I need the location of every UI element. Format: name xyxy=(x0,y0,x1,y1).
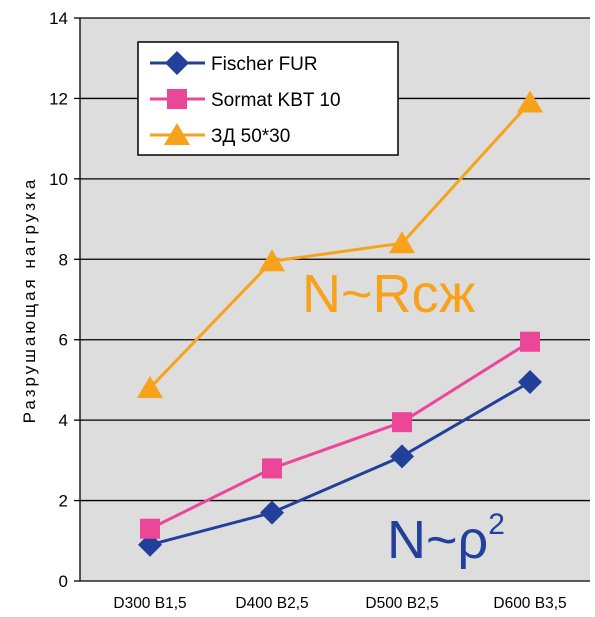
annotation-n-rho-superscript: 2 xyxy=(488,508,505,541)
series-0 xyxy=(138,369,542,557)
series-line-0 xyxy=(149,380,531,547)
data-point-1-1 xyxy=(262,458,282,479)
data-point-0-3 xyxy=(518,369,542,394)
series-line-2 xyxy=(148,101,532,390)
y-tick-label-14: 14 xyxy=(49,9,68,28)
data-point-1-2 xyxy=(392,412,412,433)
y-tick-label-0: 0 xyxy=(59,572,68,591)
y-tick-labels: 0 2 4 6 8 10 12 14 xyxy=(49,9,68,591)
y-tick-label-4: 4 xyxy=(59,411,68,430)
data-point-1-3 xyxy=(520,331,540,352)
y-tick-label-6: 6 xyxy=(59,331,68,350)
series-1 xyxy=(140,331,540,539)
x-tick-label-3: D600 B3,5 xyxy=(493,595,566,612)
x-tick-label-0: D300 B1,5 xyxy=(113,595,186,612)
data-point-2-0 xyxy=(137,375,163,398)
x-tick-labels: D300 B1,5 D400 B2,5 D500 B2,5 D600 B3,5 xyxy=(113,595,566,612)
y-tick-label-2: 2 xyxy=(59,492,68,511)
annotation-n-rho-main: N~ρ xyxy=(387,510,488,570)
legend: Fischer FUR Sormat KBT 10 ЗД 50*30 xyxy=(137,41,399,156)
series-layer xyxy=(137,90,543,557)
x-tick-label-1: D400 B2,5 xyxy=(235,595,308,612)
x-tick-label-2: D500 B2,5 xyxy=(365,595,438,612)
gridlines xyxy=(74,17,590,582)
data-point-0-2 xyxy=(390,444,414,469)
data-point-2-3 xyxy=(517,90,543,113)
legend-marker-0 xyxy=(165,51,189,75)
data-point-0-0 xyxy=(138,532,162,557)
y-axis-label: Разрушающая нагрузка xyxy=(20,177,39,424)
data-point-2-2 xyxy=(389,231,415,254)
y-tick-label-12: 12 xyxy=(49,89,68,108)
data-point-1-0 xyxy=(140,518,160,539)
annotation-n-rszh: N~Rсж xyxy=(302,264,475,324)
y-tick-label-8: 8 xyxy=(59,250,68,269)
data-point-0-1 xyxy=(260,500,284,525)
annotation-n-rho: N~ρ2 xyxy=(387,508,505,570)
legend-label-0: Fischer FUR xyxy=(211,54,318,75)
legend-marker-1 xyxy=(167,89,187,109)
series-line-1 xyxy=(149,340,531,531)
legend-label-2: ЗД 50*30 xyxy=(211,126,290,147)
series-2 xyxy=(137,90,543,398)
y-tick-label-10: 10 xyxy=(49,170,68,189)
data-point-2-1 xyxy=(259,249,285,272)
legend-label-1: Sormat KBT 10 xyxy=(211,90,341,111)
legend-marker-2 xyxy=(164,123,190,145)
